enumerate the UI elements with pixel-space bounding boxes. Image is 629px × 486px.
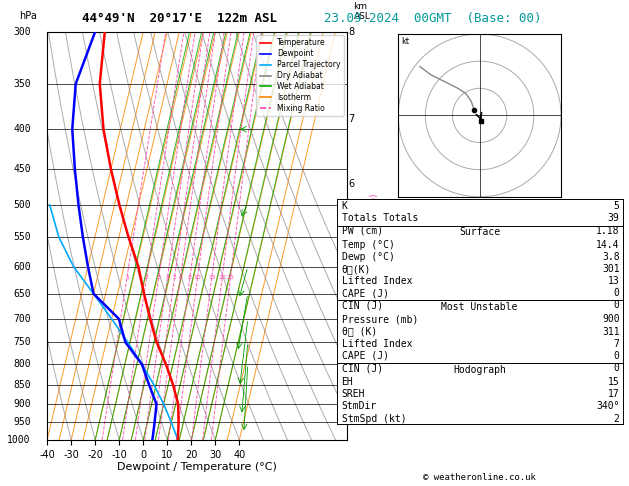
Text: 7: 7 xyxy=(348,114,354,124)
Text: 25: 25 xyxy=(226,275,235,280)
Text: 350: 350 xyxy=(13,79,31,89)
Text: 10: 10 xyxy=(194,275,201,280)
Text: 1: 1 xyxy=(125,275,129,280)
Text: 7: 7 xyxy=(614,339,620,349)
Text: 13: 13 xyxy=(608,276,620,286)
Text: 900: 900 xyxy=(13,399,31,409)
Text: 650: 650 xyxy=(13,289,31,299)
Text: 14.4: 14.4 xyxy=(596,240,620,250)
Text: 5: 5 xyxy=(614,201,620,211)
Text: © weatheronline.co.uk: © weatheronline.co.uk xyxy=(423,473,536,482)
Text: CIN (J): CIN (J) xyxy=(342,363,382,373)
Text: 1: 1 xyxy=(348,386,354,396)
Text: 8: 8 xyxy=(188,275,192,280)
Text: 4: 4 xyxy=(165,275,169,280)
Text: 450: 450 xyxy=(13,164,31,174)
Text: 0: 0 xyxy=(614,288,620,298)
Text: SREH: SREH xyxy=(342,389,365,399)
Text: 6: 6 xyxy=(179,275,182,280)
Text: 2: 2 xyxy=(145,275,148,280)
Text: 39: 39 xyxy=(608,213,620,224)
Text: 950: 950 xyxy=(13,417,31,428)
Text: StmDir: StmDir xyxy=(342,401,377,412)
Text: Lifted Index: Lifted Index xyxy=(342,339,412,349)
Text: Surface: Surface xyxy=(459,227,500,238)
Text: 23.09.2024  00GMT  (Base: 00): 23.09.2024 00GMT (Base: 00) xyxy=(324,12,542,25)
Text: 1000: 1000 xyxy=(7,435,31,445)
Text: 500: 500 xyxy=(13,200,31,210)
Legend: Temperature, Dewpoint, Parcel Trajectory, Dry Adiabat, Wet Adiabat, Isotherm, Mi: Temperature, Dewpoint, Parcel Trajectory… xyxy=(257,35,343,116)
Text: kt: kt xyxy=(401,37,409,46)
Text: 8: 8 xyxy=(348,27,354,36)
Text: 400: 400 xyxy=(13,124,31,134)
Text: 15: 15 xyxy=(608,377,620,387)
Text: 550: 550 xyxy=(13,232,31,242)
Text: 6: 6 xyxy=(348,179,354,189)
Text: Temp (°C): Temp (°C) xyxy=(342,240,394,250)
Text: 301: 301 xyxy=(602,264,620,274)
Text: CAPE (J): CAPE (J) xyxy=(342,351,389,361)
Text: 850: 850 xyxy=(13,380,31,390)
Text: CIN (J): CIN (J) xyxy=(342,300,382,311)
Text: EH: EH xyxy=(342,377,353,387)
Text: Pressure (mb): Pressure (mb) xyxy=(342,314,418,325)
Text: 2: 2 xyxy=(348,350,354,361)
Text: 3.8: 3.8 xyxy=(602,252,620,262)
Text: Dewp (°C): Dewp (°C) xyxy=(342,252,394,262)
Text: 5: 5 xyxy=(172,275,176,280)
Text: K: K xyxy=(342,201,347,211)
Text: Hodograph: Hodograph xyxy=(453,365,506,375)
Text: StmSpd (kt): StmSpd (kt) xyxy=(342,414,406,424)
Text: 20: 20 xyxy=(218,275,226,280)
Text: Mixing Ratio (g/kg): Mixing Ratio (g/kg) xyxy=(370,193,379,278)
Text: PW (cm): PW (cm) xyxy=(342,226,382,236)
Text: 0: 0 xyxy=(614,363,620,373)
Text: Totals Totals: Totals Totals xyxy=(342,213,418,224)
Text: 750: 750 xyxy=(13,337,31,347)
Text: θᴇ (K): θᴇ (K) xyxy=(342,327,377,337)
Text: 15: 15 xyxy=(208,275,216,280)
Text: 800: 800 xyxy=(13,359,31,369)
Text: Most Unstable: Most Unstable xyxy=(442,302,518,312)
Text: 0: 0 xyxy=(614,300,620,311)
Text: 3: 3 xyxy=(348,314,354,324)
Text: 17: 17 xyxy=(608,389,620,399)
Text: 3: 3 xyxy=(157,275,160,280)
Text: 300: 300 xyxy=(13,27,31,36)
Text: 0: 0 xyxy=(614,351,620,361)
Text: Lifted Index: Lifted Index xyxy=(342,276,412,286)
X-axis label: Dewpoint / Temperature (°C): Dewpoint / Temperature (°C) xyxy=(118,462,277,472)
Text: CAPE (J): CAPE (J) xyxy=(342,288,389,298)
Text: 311: 311 xyxy=(602,327,620,337)
Text: 900: 900 xyxy=(602,314,620,325)
Text: 1.18: 1.18 xyxy=(596,226,620,236)
Text: 4: 4 xyxy=(348,273,354,283)
Text: 340°: 340° xyxy=(596,401,620,412)
Text: 600: 600 xyxy=(13,261,31,272)
Text: 44°49'N  20°17'E  122m ASL: 44°49'N 20°17'E 122m ASL xyxy=(82,12,277,25)
Text: LCL: LCL xyxy=(348,390,364,399)
Text: km
ASL: km ASL xyxy=(353,2,370,21)
Text: 5: 5 xyxy=(348,226,354,236)
Text: θᴇ(K): θᴇ(K) xyxy=(342,264,371,274)
Text: hPa: hPa xyxy=(19,11,36,21)
Text: 2: 2 xyxy=(614,414,620,424)
Text: 700: 700 xyxy=(13,314,31,324)
